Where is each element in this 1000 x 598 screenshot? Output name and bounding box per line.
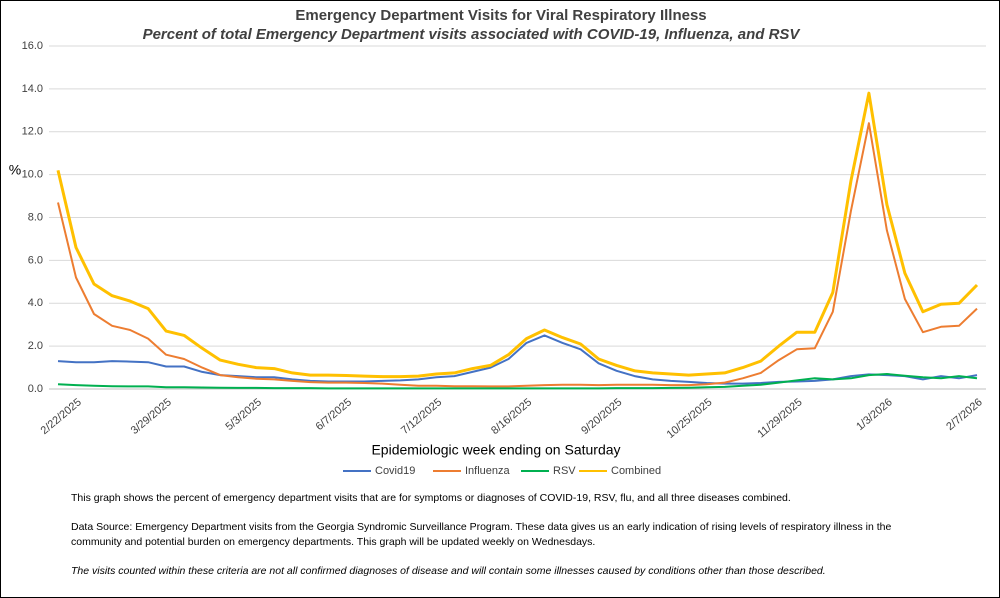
y-tick-label: 10.0: [22, 169, 43, 181]
legend-label: Covid19: [375, 465, 415, 477]
y-tick-label: 16.0: [22, 40, 43, 52]
x-tick-label: 2/7/2026: [944, 396, 985, 433]
chart: Emergency Department Visits for Viral Re…: [9, 7, 986, 477]
y-tick-label: 14.0: [22, 83, 43, 95]
legend-label: Combined: [611, 465, 661, 477]
y-axis-label: %: [9, 162, 21, 178]
legend-label: RSV: [553, 465, 576, 477]
x-tick-label: 9/20/2025: [579, 396, 624, 437]
x-tick-label: 10/25/2025: [665, 396, 715, 441]
note: This graph shows the percent of emergenc…: [71, 492, 791, 504]
x-tick-label: 1/3/2026: [854, 396, 895, 433]
chart-subtitle: Percent of total Emergency Department vi…: [143, 26, 802, 43]
x-tick-label: 5/3/2025: [223, 396, 264, 433]
x-tick-label: 7/12/2025: [399, 396, 444, 437]
y-tick-label: 12.0: [22, 126, 43, 138]
x-tick-label: 3/29/2025: [129, 396, 174, 437]
y-tick-label: 6.0: [28, 254, 43, 266]
series-line: [57, 373, 978, 390]
series-line: [57, 122, 978, 388]
note: The visits counted within these criteria…: [71, 565, 826, 577]
legend-label: Influenza: [465, 465, 511, 477]
x-tick-label: 2/22/2025: [39, 396, 84, 437]
x-axis-label: Epidemiologic week ending on Saturday: [371, 442, 620, 458]
y-tick-label: 0.0: [28, 383, 43, 395]
x-tick-label: 8/16/2025: [489, 396, 534, 437]
note: Data Source: Emergency Department visits…: [71, 521, 892, 548]
series-line: [56, 91, 979, 379]
y-tick-label: 2.0: [28, 340, 43, 352]
x-tick-label: 11/29/2025: [755, 396, 804, 440]
x-tick-label: 6/7/2025: [314, 396, 355, 433]
notes: This graph shows the percent of emergenc…: [71, 491, 901, 593]
chart-title: Emergency Department Visits for Viral Re…: [295, 7, 706, 24]
series-line: [57, 334, 978, 385]
y-tick-label: 4.0: [28, 297, 43, 309]
y-tick-label: 8.0: [28, 211, 43, 223]
